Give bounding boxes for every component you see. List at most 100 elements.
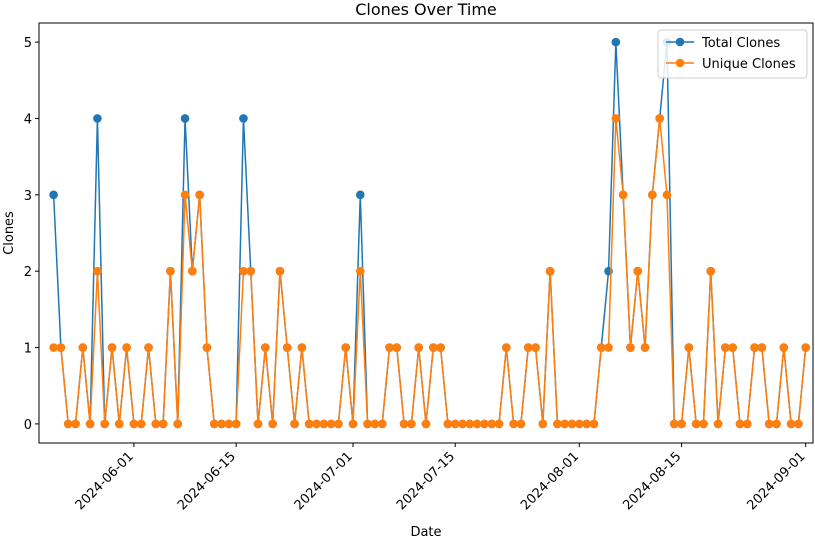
data-point [275,266,285,276]
data-point [107,343,117,352]
data-point [742,419,752,429]
data-point [71,419,80,429]
data-point [662,190,672,200]
data-point [158,419,168,429]
data-point [297,343,307,352]
y-tick-label: 5 [24,36,32,51]
data-point [582,419,591,429]
data-point [757,343,767,352]
data-point [436,343,445,352]
data-point [640,343,650,352]
y-tick-label: 1 [24,342,32,357]
data-point [49,190,58,200]
data-point [596,343,606,352]
data-point [290,419,299,429]
data-point [414,343,423,352]
data-point [421,419,431,429]
data-point [231,419,241,429]
data-point [348,419,358,429]
x-tick-label: 2024-07-15 [394,449,458,513]
data-point [618,190,628,200]
data-point [93,266,102,276]
x-tick-label: 2024-06-01 [73,449,137,513]
data-point [487,419,497,429]
data-point [56,343,66,352]
data-point [735,419,745,429]
x-tick-label: 2024-08-15 [620,449,684,513]
series-unique-clones [49,114,810,429]
data-point [480,419,489,429]
data-point [85,419,95,429]
data-point [655,114,664,123]
data-point [604,343,613,352]
legend-marker [675,58,685,68]
data-point [465,419,475,429]
series-layer [49,37,810,429]
data-point [319,419,329,429]
data-point [151,419,161,429]
data-point [648,190,657,200]
data-point [217,419,226,429]
data-point [538,419,548,429]
data-point [136,419,146,429]
data-point [516,419,526,429]
data-point [794,419,803,429]
x-tick-label: 2024-08-01 [518,449,582,513]
y-tick-label: 3 [24,189,32,204]
data-point [93,114,102,123]
x-axis: 2024-06-01 2024-06-15 2024-07-01 2024-07-15… [73,443,809,513]
data-point [779,343,789,352]
data-point [239,266,248,276]
legend-box [657,29,808,79]
data-point [180,114,190,123]
chart-title: Clones Over Time [355,0,497,19]
data-point [429,343,438,352]
data-point [209,419,219,429]
data-point [750,343,759,352]
data-point [363,419,372,429]
data-point [531,343,540,352]
data-point [699,419,708,429]
x-tick-label: 2024-07-01 [292,449,356,513]
data-point [246,266,256,276]
data-point [355,190,365,200]
data-point [195,190,204,200]
data-point [115,419,124,429]
data-point [188,266,197,276]
data-point [326,419,336,429]
data-point [282,343,292,352]
data-point [78,343,88,352]
data-point [545,266,555,276]
y-axis-title: Clones [2,211,17,255]
data-point [626,343,635,352]
data-point [677,419,686,429]
data-point [122,343,131,352]
data-point [786,419,796,429]
legend-label: Unique Clones [702,57,796,72]
data-point [523,343,533,352]
data-point [669,419,679,429]
data-point [567,419,577,429]
y-tick-label: 2 [24,265,32,280]
data-point [611,37,621,47]
data-point [502,343,511,352]
data-point [633,266,643,276]
x-tick-label: 2024-09-01 [744,449,808,513]
data-point [261,343,270,352]
data-point [458,419,467,429]
data-point [355,266,365,276]
data-point [575,419,584,429]
data-point [224,419,234,429]
data-point [341,343,350,352]
data-point [691,419,701,429]
legend-marker [675,37,685,47]
data-point [472,419,482,429]
data-point [509,419,518,429]
data-point [494,419,504,429]
data-point [144,343,153,352]
data-point [728,343,737,352]
data-point [63,419,73,429]
data-point [443,419,453,429]
data-point [180,190,190,200]
